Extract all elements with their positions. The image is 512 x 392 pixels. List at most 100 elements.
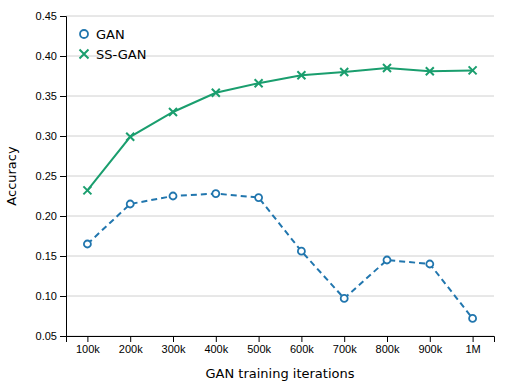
point-shape — [469, 315, 476, 322]
y-tick-mark — [60, 336, 66, 337]
y-tick-mark — [60, 296, 66, 297]
point — [170, 193, 177, 200]
x-tick: 200k — [119, 336, 143, 355]
y-tick-mark — [60, 56, 66, 57]
x-axis-line — [67, 337, 495, 343]
x-tick: 400k — [204, 336, 228, 355]
y-tick-mark — [60, 216, 66, 217]
point-shape — [298, 248, 305, 255]
x-tick-mark — [87, 336, 88, 342]
x-tick: 100k — [76, 336, 100, 355]
point-shape — [469, 66, 477, 74]
plot: 0.05 0.10 0.15 0.20 0.25 0.30 0.35 0.40 0.45 100k… — [36, 10, 495, 355]
y-tick: 0.35 — [36, 90, 66, 102]
y-tick: 0.30 — [36, 130, 66, 142]
marks — [83, 64, 476, 322]
point — [127, 201, 134, 208]
point-shape — [126, 133, 134, 141]
grid-line — [66, 176, 494, 177]
point-shape — [83, 186, 91, 194]
y-tick-label: 0.30 — [36, 130, 57, 142]
y-tick-label: 0.15 — [36, 250, 57, 262]
y-tick: 0.45 — [36, 10, 66, 22]
legend-symbol — [80, 30, 88, 38]
point-shape — [212, 190, 219, 197]
x-tick-mark — [387, 336, 388, 342]
y-tick-label: 0.25 — [36, 170, 57, 182]
x-tick-label: 400k — [204, 343, 228, 355]
point-shape — [341, 295, 348, 302]
x-tick: 300k — [162, 336, 186, 355]
point-shape — [255, 79, 263, 87]
grid-line — [66, 16, 494, 17]
y-axis-line — [60, 17, 67, 337]
point-shape — [297, 71, 305, 79]
y-axis-title: Accuracy — [4, 146, 19, 206]
x-tick: 800k — [376, 336, 400, 355]
y-axis: 0.05 0.10 0.15 0.20 0.25 0.30 0.35 0.40 0.45 — [36, 10, 67, 342]
x-tick: 600k — [290, 336, 314, 355]
x-axis-title: GAN training iterations — [205, 366, 354, 381]
x-tick: 700k — [333, 336, 357, 355]
point — [298, 248, 305, 255]
x-tick-label: 300k — [162, 343, 186, 355]
x-tick: 900k — [418, 336, 442, 355]
y-tick-mark — [60, 96, 66, 97]
x-tick-label: 900k — [418, 343, 442, 355]
x-tick-mark — [259, 336, 260, 342]
point — [426, 261, 433, 268]
point — [126, 133, 134, 141]
point — [383, 64, 391, 72]
x-tick-mark — [130, 336, 131, 342]
series-line — [87, 194, 472, 319]
grid-line — [66, 96, 494, 97]
legend-symbol-shape — [80, 50, 89, 59]
y-tick-label: 0.35 — [36, 90, 57, 102]
x-tick-mark — [430, 336, 431, 342]
y-tick: 0.05 — [36, 330, 66, 342]
y-tick-label: 0.40 — [36, 50, 57, 62]
point — [341, 295, 348, 302]
y-tick-mark — [60, 256, 66, 257]
x-tick-mark — [344, 336, 345, 342]
point — [212, 89, 220, 97]
series-line — [87, 68, 472, 190]
chart: 0.05 0.10 0.15 0.20 0.25 0.30 0.35 0.40 0.45 100k… — [0, 0, 512, 392]
y-tick-label: 0.20 — [36, 210, 57, 222]
point — [340, 68, 348, 76]
point — [426, 67, 434, 75]
grid-line — [66, 256, 494, 257]
point — [83, 186, 91, 194]
point — [255, 194, 262, 201]
y-tick: 0.25 — [36, 170, 66, 182]
y-tick-label: 0.45 — [36, 10, 57, 22]
legend-symbol — [80, 50, 89, 59]
point-shape — [169, 108, 177, 116]
point-shape — [170, 193, 177, 200]
y-tick-mark — [60, 136, 66, 137]
y-tick-label: 0.05 — [36, 330, 57, 342]
point — [469, 315, 476, 322]
legend-label: SS-GAN — [96, 47, 146, 62]
point-shape — [426, 67, 434, 75]
grid — [66, 16, 494, 336]
x-tick-mark — [173, 336, 174, 342]
grid-line — [66, 296, 494, 297]
point — [84, 241, 91, 248]
legend: GANSS-GAN — [80, 27, 147, 62]
point-shape — [340, 68, 348, 76]
y-tick-mark — [60, 16, 66, 17]
point-shape — [255, 194, 262, 201]
x-tick-label: 500k — [247, 343, 271, 355]
point — [169, 108, 177, 116]
legend-symbol-shape — [80, 30, 88, 38]
x-tick-label: 200k — [119, 343, 143, 355]
x-tick-label: 600k — [290, 343, 314, 355]
point — [255, 79, 263, 87]
x-tick-label: 700k — [333, 343, 357, 355]
point-shape — [212, 89, 220, 97]
y-tick-label: 0.10 — [36, 290, 57, 302]
y-tick: 0.40 — [36, 50, 66, 62]
point-shape — [384, 257, 391, 264]
y-tick-mark — [60, 176, 66, 177]
